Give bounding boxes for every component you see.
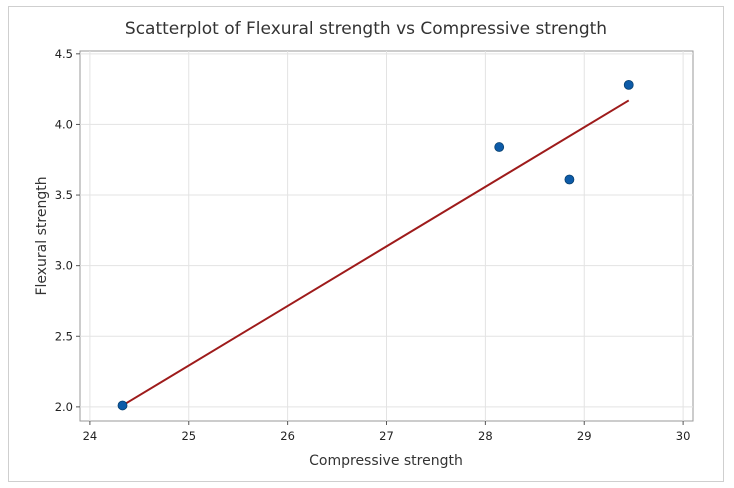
x-tick-label: 28 <box>478 429 493 443</box>
fit-line-layer <box>121 99 630 407</box>
data-points <box>117 79 634 411</box>
scatter-point <box>117 400 128 411</box>
scatter-point <box>564 174 575 185</box>
x-tick-label: 26 <box>280 429 295 443</box>
grid-lines <box>80 51 693 421</box>
axis-ticks: 24 25 26 27 28 29 30 2.0 2.5 3.0 3.5 4.0 4.5 <box>55 47 691 443</box>
chart-title: Scatterplot of Flexural strength vs Comp… <box>125 19 607 39</box>
x-tick-label: 27 <box>379 429 394 443</box>
x-tick-label: 24 <box>83 429 98 443</box>
x-tick-label: 29 <box>577 429 592 443</box>
scatter-point <box>623 79 634 90</box>
y-tick-label: 3.0 <box>55 259 73 273</box>
y-tick-label: 4.5 <box>55 47 73 61</box>
scatter-point <box>494 142 505 152</box>
y-tick-label: 2.0 <box>55 400 73 414</box>
y-axis-label: Flexural strength <box>34 176 50 295</box>
y-tick-label: 3.5 <box>55 188 73 202</box>
x-tick-label: 25 <box>181 429 196 443</box>
regression-fit-line <box>121 99 630 407</box>
x-axis-label: Compressive strength <box>309 453 463 469</box>
y-tick-label: 4.0 <box>55 117 73 131</box>
x-tick-label: 30 <box>676 429 691 443</box>
y-tick-label: 2.5 <box>55 329 73 343</box>
